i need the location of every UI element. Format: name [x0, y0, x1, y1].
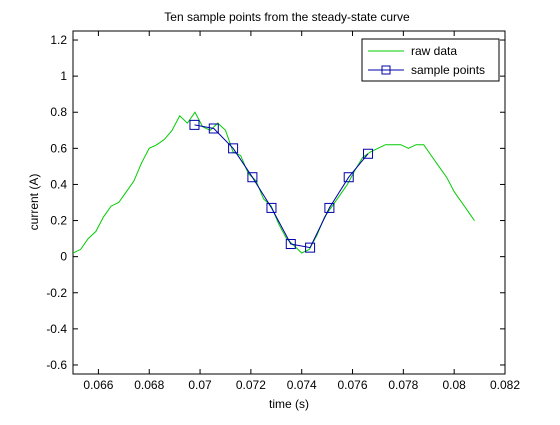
y-tick-label: -0.2	[46, 286, 67, 300]
legend: raw data sample points	[361, 38, 500, 82]
y-tick-label: 0.2	[50, 214, 67, 228]
y-tick-label: 0	[60, 250, 67, 264]
sample-point-marker	[324, 202, 335, 213]
sample-point-marker	[208, 123, 219, 134]
x-tick-label: 0.072	[236, 378, 266, 392]
x-tick-label: 0.066	[83, 378, 113, 392]
x-tick-label: 0.076	[338, 378, 368, 392]
x-tick-label: 0.082	[490, 378, 520, 392]
sample-point-marker	[247, 172, 258, 183]
sample-point-marker	[228, 143, 239, 154]
y-axis-label: current (A)	[27, 174, 41, 231]
series-layer	[73, 111, 475, 254]
legend-sample-points-marker	[381, 65, 391, 75]
sample-point-marker	[305, 242, 316, 253]
y-tick-label: -0.6	[46, 358, 67, 372]
sample-point-marker	[363, 148, 374, 159]
x-axis-label: time (s)	[269, 397, 309, 411]
y-tick-label: 1.2	[50, 33, 67, 47]
x-tick-label: 0.08	[442, 378, 466, 392]
y-tick-label: -0.4	[46, 322, 67, 336]
x-tick-label: 0.068	[134, 378, 164, 392]
sample-point-marker	[285, 239, 296, 250]
x-tick-label: 0.07	[188, 378, 212, 392]
y-tick-label: 0.6	[50, 141, 67, 155]
legend-sample-points-label: sample points	[411, 63, 485, 77]
sample-point-marker	[189, 119, 200, 130]
sample-points-line	[194, 124, 369, 249]
plot-area	[72, 30, 506, 375]
sample-point-marker	[343, 172, 354, 183]
y-tick-label: 1	[60, 69, 67, 83]
y-tick-label: 0.4	[50, 177, 67, 191]
y-axis: -0.6 -0.4 -0.2 0 0.2 0.4 0.6 0.8 1 1.2	[46, 33, 505, 372]
chart-title: Ten sample points from the steady-state …	[164, 10, 410, 24]
x-tick-label: 0.078	[388, 378, 418, 392]
legend-raw-data-label: raw data	[411, 44, 457, 58]
sample-point-marker	[266, 202, 277, 213]
x-tick-label: 0.074	[287, 378, 317, 392]
x-axis: 0.066 0.068 0.07 0.072 0.074 0.076 0.078 0.08 0.…	[83, 31, 520, 392]
y-tick-label: 0.8	[50, 105, 67, 119]
